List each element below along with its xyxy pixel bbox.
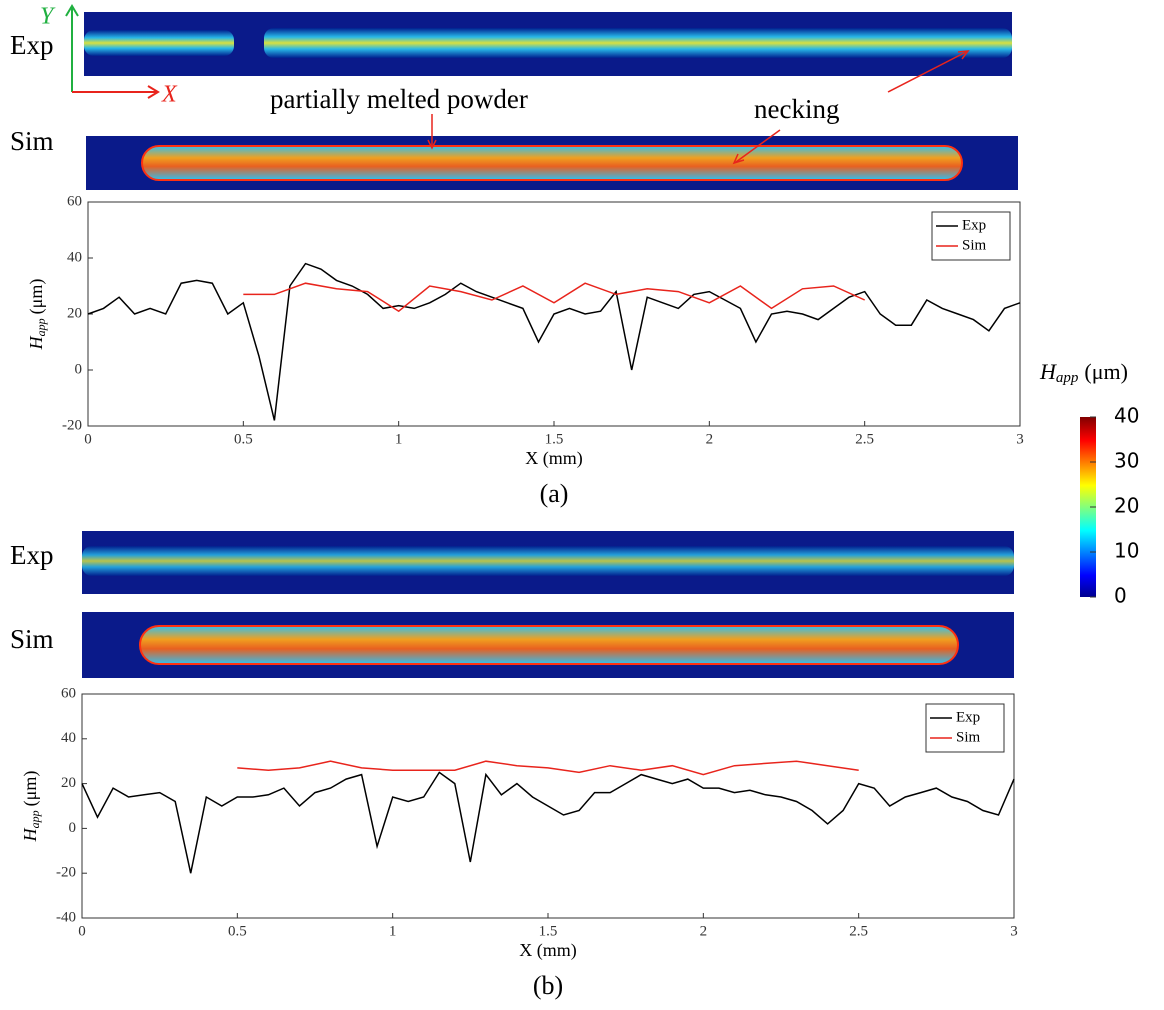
y-tick-label: 0 <box>69 820 77 836</box>
caption: (b) <box>533 971 563 1000</box>
x-tick-label: 2.5 <box>849 923 868 939</box>
y-label-unit: (μm) <box>26 279 47 315</box>
axis-letter: X <box>161 82 178 108</box>
y-tick-label: 0 <box>75 361 83 377</box>
annotation-arrows <box>427 50 970 165</box>
colorbar-label: Happ (μm) <box>1039 359 1128 386</box>
series-line <box>237 760 859 776</box>
y-axis-label: Happ (μm) <box>20 771 42 843</box>
series-line <box>243 282 866 313</box>
y-tick-label: 20 <box>67 305 82 321</box>
y-tick-label: -20 <box>62 417 82 433</box>
legend-box <box>925 703 1005 753</box>
y-label-main: H <box>26 335 46 350</box>
x-tick-label: 1 <box>395 431 403 447</box>
legend-label: Sim <box>956 729 981 745</box>
x-axis-label: X (mm) <box>519 940 577 961</box>
caption: (a) <box>540 479 569 508</box>
annotation: necking <box>754 94 839 124</box>
colorbar-tick-label: 10 <box>1114 539 1139 563</box>
x-tick-label: 0.5 <box>228 923 247 939</box>
arrow-head <box>65 4 79 17</box>
x-tick-label: 2.5 <box>855 431 874 447</box>
legend-label: Exp <box>956 709 980 725</box>
annotation: partially melted powder <box>270 84 528 114</box>
y-tick-label: 40 <box>67 249 82 265</box>
colorbar-tick-label: 0 <box>1114 584 1127 608</box>
y-label-sub: app <box>28 810 42 828</box>
x-tick-label: 3 <box>1010 923 1018 939</box>
series-line <box>87 262 1021 421</box>
colorbar-tick-label: 40 <box>1114 404 1139 428</box>
y-tick-label: 60 <box>67 193 82 209</box>
y-axis-label: Happ (μm) <box>26 279 48 351</box>
y-label-sub: app <box>34 318 48 336</box>
axis-letter: Y <box>40 4 56 30</box>
y-tick-label: 20 <box>61 775 76 791</box>
x-tick-label: 3 <box>1016 431 1024 447</box>
x-tick-label: 0.5 <box>234 431 253 447</box>
x-tick-label: 1.5 <box>545 431 564 447</box>
colorbar-tick-label: 20 <box>1114 494 1139 518</box>
x-tick-label: 2 <box>700 923 708 939</box>
y-tick-label: 40 <box>61 730 76 746</box>
y-label-main: H <box>20 827 40 842</box>
x-tick-label: 0 <box>84 431 92 447</box>
x-tick-label: 0 <box>78 923 86 939</box>
strip-label: Exp <box>10 540 54 570</box>
y-tick-label: 60 <box>61 685 76 701</box>
x-tick-label: 1 <box>389 923 397 939</box>
strip-images <box>82 12 1018 678</box>
legend-label: Sim <box>962 237 987 253</box>
strip-label: Exp <box>10 30 54 60</box>
x-axis-label: X (mm) <box>525 448 583 469</box>
y-label-unit: (μm) <box>20 771 41 807</box>
y-tick-label: -20 <box>56 865 76 881</box>
colorbar-tick-label: 30 <box>1114 449 1139 473</box>
x-tick-label: 1.5 <box>539 923 558 939</box>
strip-label: Sim <box>10 126 54 156</box>
strip-label: Sim <box>10 624 54 654</box>
series-line <box>81 771 1015 874</box>
arrow-head <box>147 85 160 99</box>
legend-box <box>931 211 1011 261</box>
y-tick-label: -40 <box>56 909 76 925</box>
x-tick-label: 2 <box>706 431 714 447</box>
legend-label: Exp <box>962 217 986 233</box>
